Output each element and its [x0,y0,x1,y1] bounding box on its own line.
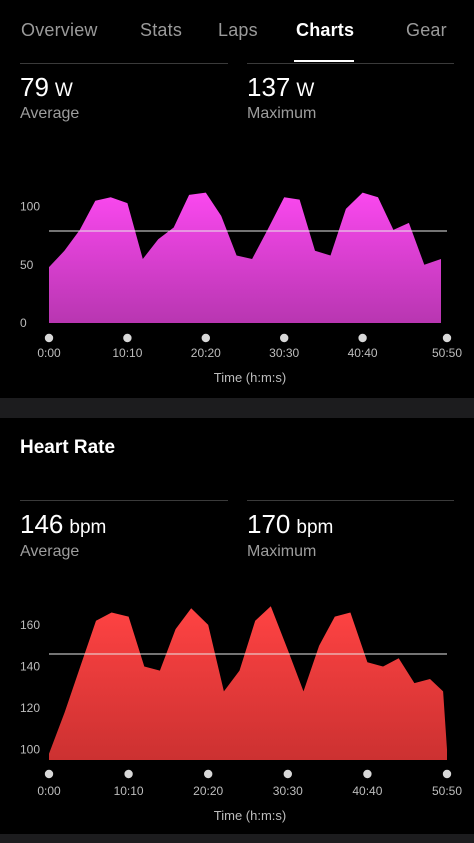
hr-average-value: 146 bpm [20,509,106,540]
tab-laps[interactable]: Laps [218,20,258,40]
x-tick-label: 10:10 [112,346,142,360]
power-max-number: 137 [247,72,291,102]
heart-rate-chart: 100 120 140 160 0:00 10:10 20:20 30:30 40:40 50:5… [20,606,462,823]
x-tick-label: 40:40 [352,784,382,798]
x-axis-label: Time (h:m:s) [214,370,286,385]
y-tick-label: 120 [20,701,40,715]
x-tick-dot [44,333,54,343]
tab-overview[interactable]: Overview [21,20,98,40]
x-tick-dot [442,769,452,779]
x-tick-dot [44,769,54,779]
tab-stats[interactable]: Stats [140,20,183,40]
divider [247,500,454,501]
y-tick-label: 0 [20,316,27,330]
tab-charts[interactable]: Charts [296,20,355,40]
x-tick-label: 0:00 [37,346,61,360]
x-tick-label: 40:40 [348,346,378,360]
hr-max-number: 170 [247,509,291,539]
x-axis-label: Time (h:m:s) [214,808,286,823]
section-separator [0,398,474,418]
power-max-unit: W [296,80,315,101]
power-average-value: 79 W [20,72,73,103]
divider [247,63,454,64]
x-tick-dot [283,769,292,779]
x-tick-label: 10:10 [114,784,144,798]
x-tick-dot [442,333,452,343]
tab-bar: Overview Stats Laps Charts Gear [0,0,474,64]
x-tick-label: 30:30 [273,784,303,798]
y-tick-label: 160 [20,618,40,632]
x-tick-dot [280,333,289,343]
y-tick-label: 50 [20,258,34,272]
hr-max-label: Maximum [247,543,317,560]
hr-max-unit: bpm [296,517,334,538]
x-tick-label: 0:00 [37,784,61,798]
y-tick-label: 100 [20,743,40,757]
x-tick-dot [201,333,210,343]
x-tick-label: 50:50 [432,346,462,360]
y-tick-label: 100 [20,200,40,214]
divider [20,63,228,64]
x-tick-label: 20:20 [191,346,221,360]
heart-rate-title: Heart Rate [20,437,116,458]
divider [20,500,228,501]
power-average-label: Average [20,105,80,122]
power-max-label: Maximum [247,105,317,122]
active-tab-indicator [294,60,354,62]
hr-average-number: 146 [20,509,64,539]
power-max-value: 137 W [247,72,314,103]
tab-gear[interactable]: Gear [406,20,447,40]
x-tick-dot [204,769,213,779]
x-tick-dot [124,769,133,779]
hr-average-unit: bpm [69,517,107,538]
x-tick-label: 20:20 [193,784,223,798]
chart-area [49,606,447,760]
x-tick-dot [358,333,367,343]
power-average-number: 79 [20,72,49,102]
chart-area [49,192,441,323]
hr-average-label: Average [20,543,80,560]
power-average-unit: W [54,80,73,101]
power-chart: 0 50 100 0:00 10:10 20:20 30:30 40:40 50:50 Time … [20,192,462,385]
x-tick-dot [363,769,372,779]
x-tick-label: 30:30 [269,346,299,360]
hr-max-value: 170 bpm [247,509,333,540]
bottom-separator [0,834,474,843]
y-tick-label: 140 [20,659,40,673]
x-tick-dot [123,333,132,343]
x-tick-label: 50:50 [432,784,462,798]
